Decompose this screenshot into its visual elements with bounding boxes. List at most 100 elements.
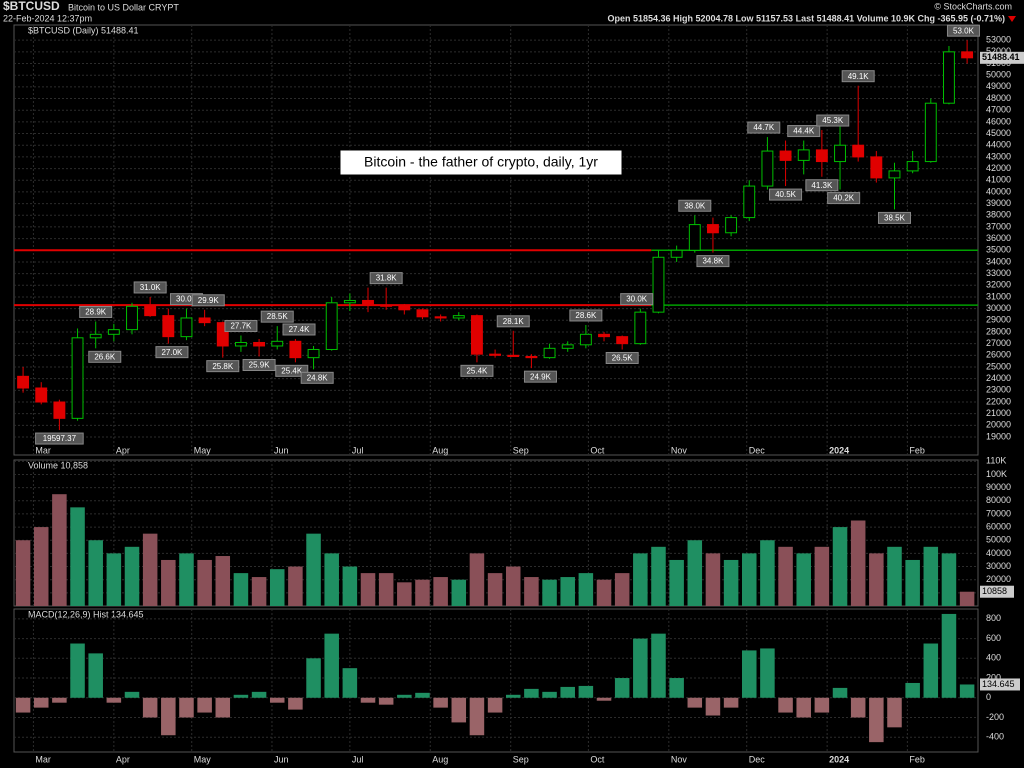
x-tick-label: Aug bbox=[432, 754, 448, 764]
x-tick-label: 2024 bbox=[829, 754, 849, 764]
annotation-box bbox=[787, 125, 821, 138]
x-tick-label: May bbox=[194, 445, 212, 455]
candle-body bbox=[325, 302, 338, 350]
annotation: 19597.37 bbox=[43, 434, 77, 443]
macd-bar bbox=[33, 697, 49, 708]
candle-body bbox=[126, 305, 138, 331]
y-tick-label: 47000 bbox=[986, 105, 1011, 115]
y-tick-label: 30000 bbox=[986, 303, 1011, 313]
volume-bar bbox=[723, 559, 739, 606]
volume-bar bbox=[451, 579, 467, 606]
macd-bar bbox=[487, 697, 503, 713]
macd-bar bbox=[269, 697, 285, 703]
x-tick-label: Feb bbox=[909, 445, 925, 455]
candle-body bbox=[107, 329, 120, 335]
y-tick-label: 29000 bbox=[986, 315, 1011, 325]
volume-bar bbox=[524, 577, 539, 606]
annotation-box bbox=[300, 371, 334, 384]
annotation: 25.4K bbox=[466, 366, 488, 375]
macd-bar bbox=[88, 653, 103, 698]
textbox-text: Bitcoin - the father of crypto, daily, 1… bbox=[364, 154, 598, 170]
macd-bar bbox=[360, 697, 376, 703]
annotation: 45.3K bbox=[822, 116, 844, 125]
candle-body bbox=[561, 344, 574, 349]
y-tick-label: 42000 bbox=[986, 163, 1011, 173]
candle-body bbox=[216, 322, 229, 347]
y-tick-label: 33000 bbox=[986, 268, 1011, 278]
annotation: 28.9K bbox=[85, 308, 107, 317]
annotation: 38.5K bbox=[884, 214, 906, 223]
candle-body bbox=[797, 149, 810, 161]
macd-bar bbox=[52, 697, 67, 703]
macd-bar bbox=[869, 697, 884, 743]
annotation-box bbox=[769, 188, 803, 201]
annotation-box bbox=[496, 315, 530, 328]
y-tick-label: 600 bbox=[986, 633, 1001, 643]
candle-body bbox=[89, 333, 102, 339]
y-tick-label: 20000 bbox=[986, 574, 1011, 584]
annotation: 44.7K bbox=[753, 123, 775, 132]
annotation-box bbox=[282, 323, 316, 336]
annotation-box bbox=[206, 360, 240, 373]
volume-bar bbox=[415, 579, 430, 606]
x-tick-label: Oct bbox=[590, 754, 605, 764]
y-tick-label: 400 bbox=[986, 653, 1001, 663]
macd-bar bbox=[524, 688, 539, 698]
macd-bar bbox=[433, 697, 448, 708]
x-tick-label: Jul bbox=[352, 754, 364, 764]
last-tag-label: 134.645 bbox=[982, 679, 1015, 689]
annotation: 27.0K bbox=[161, 348, 183, 357]
y-tick-label: 23000 bbox=[986, 385, 1011, 395]
macd-bar bbox=[197, 697, 212, 713]
annotation-box bbox=[569, 309, 603, 322]
candle-body bbox=[253, 341, 266, 347]
annotation-box bbox=[369, 272, 403, 285]
macd-bar bbox=[505, 694, 521, 698]
volume-bar bbox=[215, 556, 231, 606]
candle-body bbox=[434, 316, 447, 319]
volume-bar bbox=[959, 591, 975, 606]
annotation-box bbox=[827, 192, 861, 205]
x-tick-label: Jul bbox=[352, 445, 364, 455]
x-tick-label: Dec bbox=[749, 754, 766, 764]
y-tick-label: 34000 bbox=[986, 256, 1011, 266]
candle-body bbox=[688, 224, 701, 251]
candle-body bbox=[870, 156, 883, 179]
y-tick-label: 110K bbox=[986, 456, 1006, 466]
volume-bar bbox=[342, 566, 358, 606]
y-tick-label: 53000 bbox=[986, 35, 1011, 45]
candle-body bbox=[725, 217, 738, 234]
volume-bar bbox=[596, 579, 612, 606]
x-tick-label: Apr bbox=[116, 445, 130, 455]
volume-bar bbox=[15, 540, 31, 606]
candle-body bbox=[852, 144, 865, 158]
y-tick-label: 0 bbox=[986, 692, 991, 702]
y-tick-label: 20000 bbox=[986, 420, 1011, 430]
macd-bar bbox=[741, 650, 757, 698]
candle-body bbox=[271, 340, 284, 347]
candle-body bbox=[452, 315, 465, 319]
volume-bar bbox=[796, 553, 811, 606]
y-tick-label: -400 bbox=[986, 732, 1004, 742]
y-tick-label: 21000 bbox=[986, 408, 1011, 418]
annotation-box bbox=[88, 350, 122, 363]
x-tick-label: Feb bbox=[909, 754, 925, 764]
volume-bar bbox=[778, 546, 793, 606]
macd-bar bbox=[905, 682, 920, 698]
price-label: $BTCUSD (Daily) 51488.41 bbox=[28, 25, 139, 35]
last-tag bbox=[980, 51, 1024, 64]
candle-body bbox=[198, 317, 211, 324]
macd-bar bbox=[542, 691, 557, 698]
x-tick-label: Mar bbox=[35, 445, 51, 455]
annotation-box bbox=[275, 364, 309, 377]
annotation: 26.6K bbox=[94, 352, 116, 361]
y-tick-label: 60000 bbox=[986, 521, 1011, 531]
candle-body bbox=[17, 375, 30, 389]
macd-bar bbox=[923, 643, 939, 698]
macd-bar bbox=[796, 697, 811, 718]
macd-bar bbox=[814, 697, 830, 713]
candle-body bbox=[507, 354, 520, 357]
volume-bar bbox=[687, 540, 703, 606]
volume-bar bbox=[669, 559, 684, 606]
